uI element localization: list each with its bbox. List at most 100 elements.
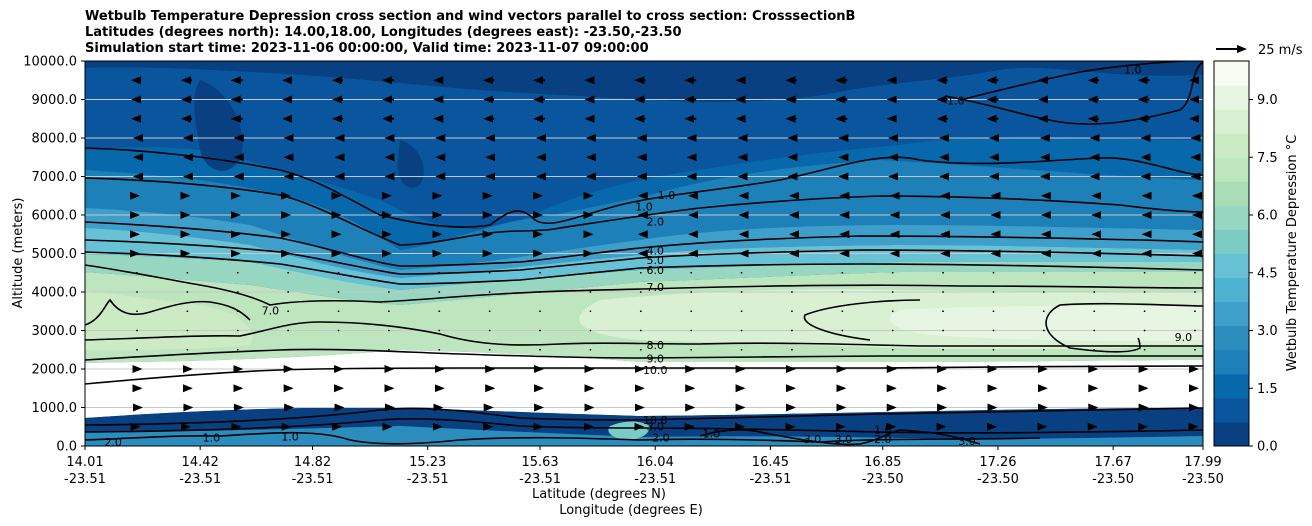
wind-vector bbox=[690, 310, 693, 313]
x-axis-title-latitude: Latitude (degrees N) bbox=[532, 487, 666, 502]
contour-line-10-surface bbox=[85, 407, 1203, 426]
wind-vector bbox=[992, 271, 995, 274]
y-tick-label: 8000.0 bbox=[32, 132, 78, 147]
x-tick-label-lon: -23.51 bbox=[519, 472, 561, 487]
wind-vector bbox=[539, 310, 541, 313]
colorbar-swatch bbox=[1214, 349, 1249, 375]
colorbar-swatch bbox=[1214, 277, 1249, 303]
wind-vector bbox=[891, 291, 894, 293]
y-axis-title: Altitude (meters) bbox=[11, 198, 26, 309]
colorbar-swatch bbox=[1214, 325, 1249, 351]
contour-line-1-upper bbox=[959, 61, 1199, 101]
wind-vector bbox=[1042, 348, 1045, 351]
wind-vector bbox=[740, 348, 743, 351]
y-tick-label: 1000.0 bbox=[32, 401, 78, 416]
chart-title: Wetbulb Temperature Depression cross sec… bbox=[85, 9, 855, 57]
wind-vector bbox=[891, 310, 894, 313]
wind-vector bbox=[1194, 291, 1196, 293]
wind-vector bbox=[639, 291, 642, 293]
wind-vector bbox=[388, 271, 390, 274]
colorbar-swatch bbox=[1214, 85, 1249, 110]
contour-label: 2.0 bbox=[874, 433, 892, 446]
contour-label: 1.0 bbox=[874, 424, 892, 437]
contour-label: 1.0 bbox=[281, 431, 299, 444]
colorbar-title: Wetbulb Temperature Depression °C bbox=[1285, 135, 1300, 372]
colorbar-swatch bbox=[1214, 301, 1249, 327]
title-line-2: Latitudes (degrees north): 14.00,18.00, … bbox=[85, 25, 682, 40]
wind-vector bbox=[186, 310, 189, 313]
wind-vector bbox=[287, 329, 290, 332]
contour-label: 8.0 bbox=[646, 339, 664, 352]
colorbar-tick-label: 3.0 bbox=[1257, 324, 1278, 339]
wind-vector bbox=[1194, 348, 1196, 351]
y-tick-label: 7000.0 bbox=[32, 170, 78, 185]
wind-vector bbox=[136, 329, 138, 332]
x-tick-label-lat: 17.99 bbox=[1184, 455, 1221, 470]
contour-label: 9.0 bbox=[646, 352, 664, 365]
contour-label: 3.0 bbox=[804, 433, 822, 446]
wind-vector bbox=[337, 271, 340, 274]
wind-vector bbox=[1093, 329, 1096, 332]
wind-vector bbox=[438, 271, 441, 274]
wind-vector bbox=[287, 310, 290, 313]
wind-vector bbox=[488, 348, 491, 351]
contour-label: 7.0 bbox=[262, 304, 280, 317]
contour-label: 2.0 bbox=[646, 216, 664, 229]
colorbar-tick-label: 0.0 bbox=[1257, 440, 1278, 455]
colorbar-swatch bbox=[1214, 205, 1249, 230]
x-tick-label-lon: -23.51 bbox=[179, 472, 221, 487]
x-tick-label-lon: -23.50 bbox=[1092, 472, 1134, 487]
wind-vector bbox=[539, 348, 541, 351]
x-tick-label-lat: 15.23 bbox=[409, 455, 446, 470]
wind-vector bbox=[942, 310, 944, 313]
wind-vector bbox=[639, 348, 642, 351]
wind-vector bbox=[942, 348, 944, 351]
wind-vector bbox=[791, 271, 793, 274]
contour-label: 1.0 bbox=[703, 427, 721, 440]
wind-vector bbox=[992, 291, 995, 293]
title-line-3: Simulation start time: 2023-11-06 00:00:… bbox=[85, 41, 649, 56]
x-tick-label-lon: -23.51 bbox=[64, 472, 106, 487]
contour-label: 4.0 bbox=[646, 245, 664, 258]
wind-vector bbox=[186, 271, 189, 274]
wind-vector bbox=[337, 329, 340, 332]
wind-vector bbox=[891, 271, 894, 274]
wind-vector bbox=[287, 348, 290, 351]
contour-line-1-right bbox=[944, 61, 1203, 125]
wind-vector bbox=[841, 329, 844, 332]
wind-vector bbox=[388, 348, 390, 351]
wind-vector bbox=[488, 329, 491, 332]
wind-vector bbox=[1143, 348, 1146, 351]
contour-label: 3.0 bbox=[958, 435, 976, 448]
x-tick-label-lat: 16.04 bbox=[637, 455, 674, 470]
wind-vector bbox=[1093, 348, 1096, 351]
wind-vector bbox=[589, 310, 592, 313]
contour-line-2-surface bbox=[85, 431, 1041, 445]
y-tick-label: 3000.0 bbox=[32, 324, 78, 339]
y-tick-label: 0.0 bbox=[56, 440, 77, 455]
wind-vectors bbox=[130, 76, 1202, 431]
contour-line-6 bbox=[85, 251, 1203, 285]
contour-label: 10.0 bbox=[643, 364, 668, 377]
wind-vector bbox=[236, 329, 239, 332]
x-tick-label-lon: -23.51 bbox=[749, 472, 791, 487]
wind-vector bbox=[136, 291, 138, 293]
wind-vector bbox=[740, 310, 743, 313]
colorbar-tick-label: 6.0 bbox=[1257, 209, 1278, 224]
contour-label: 9.0 bbox=[1175, 331, 1193, 344]
wind-vector bbox=[690, 271, 693, 274]
wind-vector bbox=[236, 310, 239, 313]
wind-vector bbox=[589, 329, 592, 332]
wind-vector bbox=[136, 271, 138, 274]
wind-vector bbox=[488, 271, 491, 274]
wind-vector bbox=[891, 348, 894, 351]
contour-label: 1.0 bbox=[947, 94, 965, 107]
wind-vector bbox=[1194, 329, 1196, 332]
colorbar-swatch bbox=[1214, 229, 1249, 254]
contour-label: 2.0 bbox=[652, 431, 670, 444]
wind-vector bbox=[841, 271, 844, 274]
wind-vector bbox=[841, 348, 844, 351]
contour-label: 5.0 bbox=[646, 254, 664, 267]
wind-vector bbox=[488, 310, 491, 313]
colorbar-swatch bbox=[1214, 133, 1249, 158]
